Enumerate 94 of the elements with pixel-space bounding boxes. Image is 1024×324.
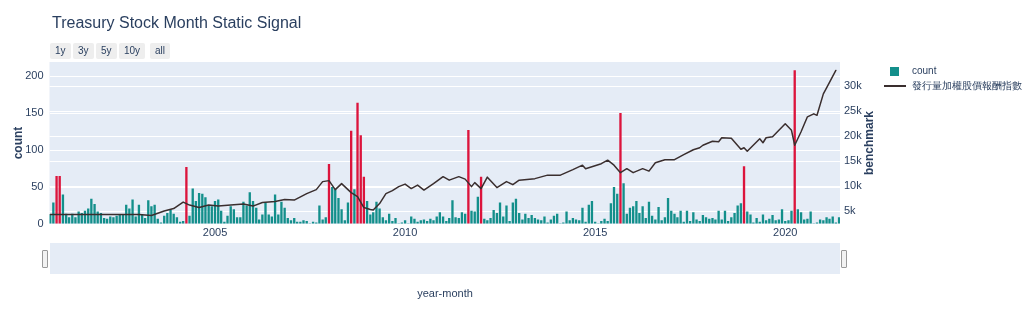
y2-tick-label: 10k — [844, 179, 863, 192]
bar — [761, 214, 765, 224]
y-tick-label: 200 — [25, 69, 44, 82]
bar — [641, 206, 644, 224]
bar — [175, 217, 179, 224]
bar — [353, 189, 356, 224]
y2-tick-label: 20k — [844, 129, 863, 142]
bar — [229, 206, 232, 224]
x-tick-label: 2010 — [392, 225, 418, 238]
bar — [204, 197, 207, 224]
bar — [711, 218, 714, 224]
y-tick-label: 0 — [37, 217, 44, 230]
bar — [565, 211, 568, 224]
bar — [169, 209, 172, 224]
bar — [825, 217, 828, 224]
bar — [701, 215, 705, 224]
bar — [603, 218, 606, 224]
bar — [356, 102, 359, 224]
x-tick-label: 2015 — [582, 225, 608, 238]
bar — [242, 201, 245, 224]
y2-tick-label: 25k — [844, 104, 863, 117]
bar — [809, 211, 812, 224]
x-tick-label: 2020 — [773, 225, 798, 238]
chart-title: Treasury Stock Month Static Signal — [52, 14, 302, 32]
bar — [131, 199, 134, 224]
bar — [394, 218, 397, 224]
range-button: 5y — [96, 43, 117, 59]
bar — [445, 221, 448, 224]
bar — [483, 218, 486, 224]
bar — [704, 217, 708, 224]
bar — [460, 212, 464, 224]
bar — [375, 201, 378, 224]
bar — [746, 211, 749, 224]
bar — [822, 220, 825, 224]
bar — [657, 206, 660, 224]
bar — [540, 220, 543, 224]
x-axis-title: year-month — [417, 287, 473, 299]
bar — [679, 210, 682, 224]
bar — [232, 209, 236, 224]
bar — [90, 198, 93, 224]
y-tick-label: 150 — [25, 106, 44, 119]
bar — [470, 210, 473, 224]
bar — [771, 215, 774, 224]
bar — [581, 207, 584, 224]
y-axis-title: count — [11, 126, 25, 160]
bar — [153, 204, 156, 224]
bar — [543, 216, 546, 224]
bar — [780, 209, 784, 224]
bar — [530, 215, 533, 224]
bar — [324, 217, 327, 224]
bar — [790, 210, 793, 224]
range-button: 1y — [50, 43, 71, 59]
bar — [768, 218, 771, 224]
bar — [289, 220, 293, 224]
bar — [438, 212, 442, 224]
bar — [280, 201, 283, 224]
bar — [67, 217, 71, 224]
y-tick-label: 50 — [31, 180, 44, 193]
bar — [692, 212, 695, 224]
bar — [799, 212, 803, 224]
y2-axis-title: benchmark — [862, 110, 876, 176]
range-button: all — [150, 43, 170, 59]
bar — [486, 220, 489, 224]
bar — [432, 220, 435, 224]
bar — [527, 218, 530, 224]
bar — [264, 202, 267, 224]
bar — [451, 200, 454, 224]
bar — [749, 214, 752, 224]
bar — [708, 218, 711, 224]
bar — [717, 210, 720, 224]
bar — [619, 113, 622, 224]
range-button: 3y — [73, 43, 94, 59]
y2-tick-label: 15k — [844, 154, 863, 167]
legend-label: count — [912, 65, 937, 76]
bar — [318, 205, 321, 224]
bar — [115, 215, 118, 224]
range-button: 10y — [119, 43, 146, 59]
bar — [467, 130, 470, 224]
bar — [118, 215, 121, 224]
bar — [730, 217, 733, 224]
y2-tick-label: 30k — [844, 79, 863, 92]
bar — [837, 217, 840, 224]
bar — [429, 218, 432, 224]
bar — [505, 205, 508, 224]
bar — [635, 201, 638, 224]
bar — [105, 218, 109, 224]
y-tick-label: 100 — [25, 143, 44, 156]
x-tick-label: 2005 — [202, 225, 228, 238]
bar — [796, 209, 800, 224]
bar — [185, 167, 188, 224]
bar — [622, 183, 625, 224]
bar — [52, 202, 55, 224]
y2-tick-label: 5k — [844, 204, 857, 217]
legend-label: 發行量加權股價報酬指數 — [912, 80, 1022, 91]
